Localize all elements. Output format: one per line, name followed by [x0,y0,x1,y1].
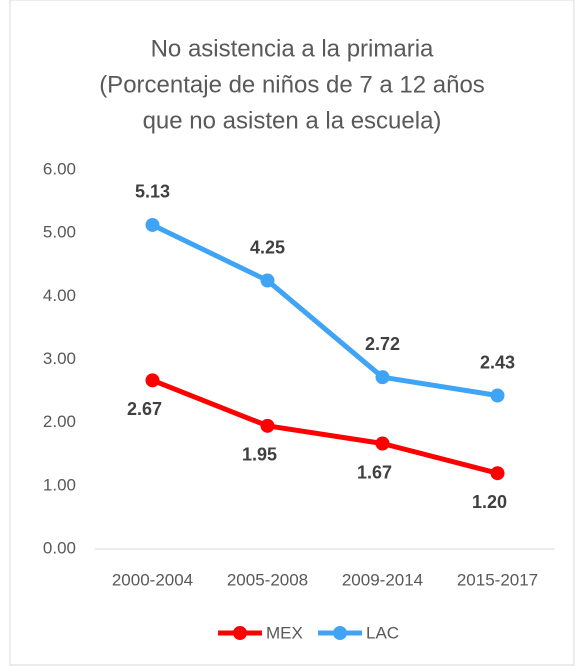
legend-marker [233,626,247,640]
data-label: 1.95 [242,445,277,465]
y-tick-label: 4.00 [43,286,76,305]
data-label: 2.43 [480,352,515,372]
y-tick-label: 2.00 [43,412,76,431]
series-line [151,378,499,476]
legend-label: LAC [366,623,399,642]
data-label: 2.72 [365,334,400,354]
y-tick-label: 6.00 [43,159,76,178]
data-label: 2.67 [127,399,162,419]
data-label: 5.13 [135,182,170,202]
data-point [145,373,160,388]
data-label: 4.25 [250,237,285,257]
chart-title: que no asisten a la escuela) [143,107,442,134]
data-point [490,466,505,481]
data-point [490,388,505,403]
data-point [145,217,160,232]
series-line [151,222,498,398]
chart-border [9,0,575,666]
chart-title: (Porcentaje de niños de 7 a 12 años [99,71,485,98]
y-tick-label: 1.00 [43,475,76,494]
data-point [260,418,275,433]
data-point [375,436,390,451]
data-label: 1.67 [357,462,392,482]
y-tick-label: 3.00 [43,349,76,368]
data-label: 1.20 [472,492,507,512]
x-tick-label: 2000-2004 [112,570,193,589]
legend-label: MEX [266,623,303,642]
legend-marker [333,626,347,640]
x-tick-label: 2005-2008 [227,570,308,589]
y-tick-label: 5.00 [43,223,76,242]
y-tick-label: 0.00 [43,538,76,557]
x-tick-label: 2009-2014 [342,570,423,589]
chart-title: No asistencia a la primaria [151,35,434,62]
data-point [260,273,275,288]
data-point [375,370,390,385]
x-tick-label: 2015-2017 [457,570,538,589]
